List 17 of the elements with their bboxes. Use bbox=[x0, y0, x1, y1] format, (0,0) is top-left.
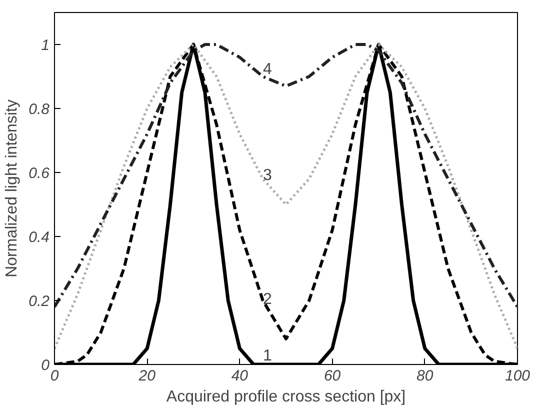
y-tick-label: 0 bbox=[41, 357, 50, 374]
y-axis-title: Normalized light intensity bbox=[4, 100, 21, 278]
series-label: 4 bbox=[263, 61, 272, 78]
x-axis-title: Acquired profile cross section [px] bbox=[166, 388, 406, 406]
y-tick-label: 0.8 bbox=[28, 101, 50, 118]
legend-label: 1 bbox=[263, 347, 272, 364]
y-tick-label: 0.6 bbox=[28, 165, 50, 182]
x-tick-label: 20 bbox=[138, 368, 156, 384]
x-tick-label: 40 bbox=[231, 368, 249, 384]
x-tick-label: 100 bbox=[504, 368, 531, 384]
y-tick-label: 1 bbox=[41, 37, 50, 54]
y-tick-label: 0.4 bbox=[28, 229, 50, 246]
series-label: 3 bbox=[263, 166, 272, 184]
x-tick-label: 60 bbox=[324, 368, 342, 384]
y-tick-label: 0.2 bbox=[28, 293, 50, 310]
x-tick-label: 80 bbox=[416, 368, 434, 384]
series-label: 2 bbox=[263, 290, 272, 308]
